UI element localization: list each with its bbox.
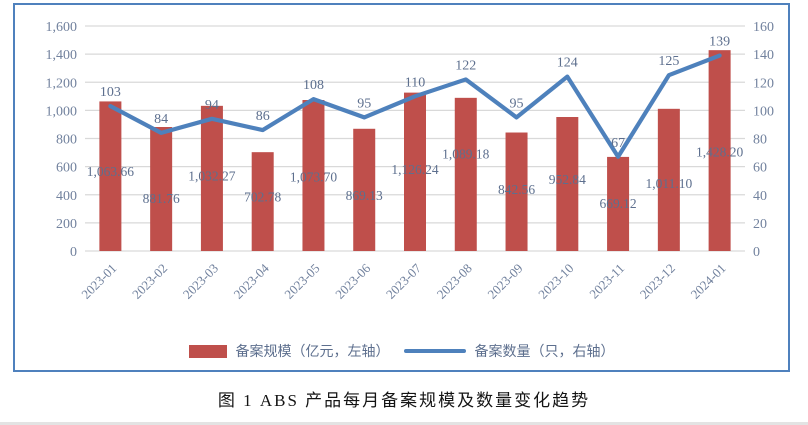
left-axis-tick: 200 [56,217,77,232]
chart-legend: 备案规模（亿元，左轴） 备案数量（只，右轴） [15,341,788,361]
bar-value-label: 702.78 [244,190,281,205]
line-point-label: 125 [658,54,679,69]
line-point-label: 67 [611,136,625,151]
x-axis-label: 2023-10 [535,261,576,302]
line-point-label: 124 [557,56,578,71]
left-axis-tick: 800 [56,133,77,148]
line-series-swatch [403,349,466,353]
line-point-label: 110 [405,75,425,90]
bar-2024-01 [708,50,731,251]
bar-value-label: 952.84 [549,172,586,187]
right-axis-tick: 100 [753,104,774,119]
line-point-label: 95 [357,96,371,111]
x-axis-label: 2023-04 [231,260,273,302]
legend-item-line-series: 备案数量（只，右轴） [403,341,615,361]
bar-value-label: 1,428.20 [696,145,744,160]
line-point-label: 103 [100,85,121,100]
left-axis-tick: 1,200 [46,76,78,91]
x-axis-label: 2024-01 [687,261,728,302]
bar-2023-05 [302,100,325,251]
line-point-label: 108 [303,78,324,93]
left-axis-tick: 1,600 [46,20,78,35]
right-axis-tick: 120 [753,76,774,91]
line-series-label: 备案数量（只，右轴） [474,345,615,360]
bar-2023-12 [657,108,680,252]
right-axis-tick: 20 [753,217,767,232]
x-axis-label: 2023-03 [180,261,221,302]
bar-2023-10 [556,117,579,252]
x-axis-label: 2023-07 [383,260,425,302]
figure-caption: 图 1 ABS 产品每月备案规模及数量变化趋势 [217,391,591,410]
line-series [108,53,722,159]
bar-value-label: 842.56 [498,182,535,197]
x-axis-label: 2023-09 [484,261,525,302]
right-axis-tick: 160 [753,20,774,35]
bar-value-label: 881.76 [143,191,180,206]
bar-value-label: 1,032.27 [188,168,236,183]
right-axis-tick: 80 [753,133,767,148]
combo-chart-canvas: 0 0 200 20 400 40 600 60 800 80 1,000 100 1,200 120 1,… [46,20,775,302]
x-axis-label: 2023-02 [129,261,170,302]
bar-2023-06 [353,128,376,251]
bar-value-label: 1,063.66 [87,164,135,179]
bar-2023-02 [150,127,173,251]
bar-value-label: 1,089.18 [442,146,490,161]
bar-value-label: 669.12 [600,196,637,211]
bar-value-label: 1,073.70 [290,170,338,185]
legend-item-bar-series: 备案规模（亿元，左轴） [188,341,390,361]
left-axis-tick: 1,400 [46,48,78,63]
right-axis-tick: 60 [753,161,767,176]
x-axis-label: 2023-08 [434,261,475,302]
bar-2023-03 [200,105,223,251]
x-axis-label: 2023-06 [332,260,374,302]
line-point-label: 122 [455,58,476,73]
x-axis-label: 2023-11 [586,261,627,302]
line-point-label: 139 [709,35,730,50]
line-point-label: 84 [154,112,168,127]
bar-2023-09 [505,132,528,251]
line-point-label: 94 [205,98,219,113]
x-axis-label: 2023-01 [78,261,119,302]
x-axis-label: 2023-12 [637,261,678,302]
chart-figure[interactable]: 0 0 200 20 400 40 600 60 800 80 1,000 100 1,200 120 1,… [13,3,790,372]
line-point-label: 86 [256,109,270,124]
bar-2023-07 [404,92,426,251]
right-axis-tick: 140 [753,48,774,63]
bar-value-label: 1,011.10 [645,176,692,191]
bar-2023-11 [607,156,630,251]
bar-series-label: 备案规模（亿元，左轴） [235,345,390,360]
bar-series-swatch [188,344,227,358]
x-axis-label: 2023-05 [281,261,322,302]
left-axis-tick: 400 [56,189,77,204]
bar-value-label: 869.13 [346,188,383,203]
page-edge-divider [0,422,808,425]
left-axis-tick: 1,000 [46,104,78,119]
bar-2023-08 [454,97,477,251]
left-axis-tick: 0 [70,245,77,260]
right-axis-tick: 40 [753,189,767,204]
bar-value-label: 1,126.24 [391,162,439,177]
left-axis-tick: 600 [56,161,77,176]
right-axis-tick: 0 [753,245,760,260]
bar-2023-01 [99,101,122,251]
line-point-label: 95 [510,96,524,111]
bar-2023-04 [251,152,274,251]
